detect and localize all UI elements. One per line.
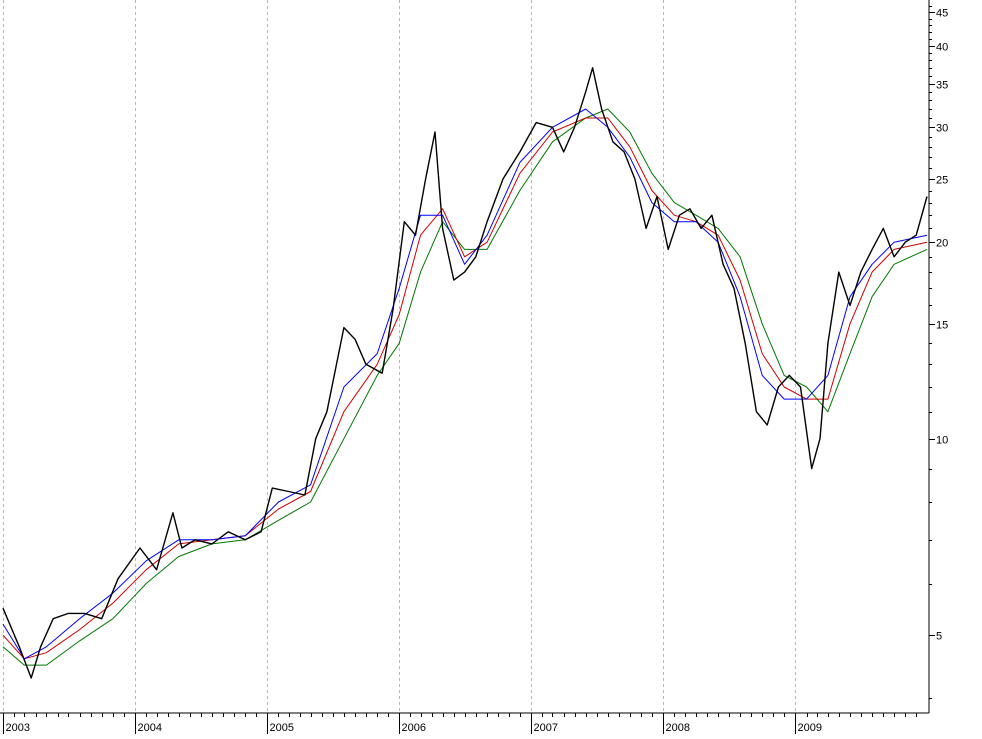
x-tick-label-2006: 2006 — [402, 722, 426, 734]
x-tick-label-2007: 2007 — [534, 722, 558, 734]
y-tick-label-15: 15 — [936, 320, 948, 332]
series-price — [2, 67, 928, 679]
x-tick-label-2005: 2005 — [270, 722, 294, 734]
series-lines — [2, 67, 928, 679]
y-tick-label-20: 20 — [936, 238, 948, 250]
series-moving-average-medium — [2, 117, 928, 660]
y-tick-label-35: 35 — [936, 80, 948, 92]
y-tick-label-10: 10 — [936, 435, 948, 447]
y-tick-label-45: 45 — [936, 8, 948, 20]
x-tick-label-2003: 2003 — [6, 722, 30, 734]
x-tick-label-2008: 2008 — [666, 722, 690, 734]
y-tick-label-25: 25 — [936, 175, 948, 187]
y-tick-label-30: 30 — [936, 123, 948, 135]
x-axis-ticks: 2003 2004 2005 2006 2007 2008 2009 — [3, 713, 917, 734]
x-tick-label-2004: 2004 — [138, 722, 162, 734]
x-tick-label-2009: 2009 — [798, 722, 822, 734]
y-tick-label-40: 40 — [936, 42, 948, 54]
y-axis-ticks: 5 10 15 20 25 30 35 40 45 — [929, 6, 948, 699]
series-moving-average-short — [2, 108, 928, 660]
y-tick-label-5: 5 — [936, 631, 942, 643]
